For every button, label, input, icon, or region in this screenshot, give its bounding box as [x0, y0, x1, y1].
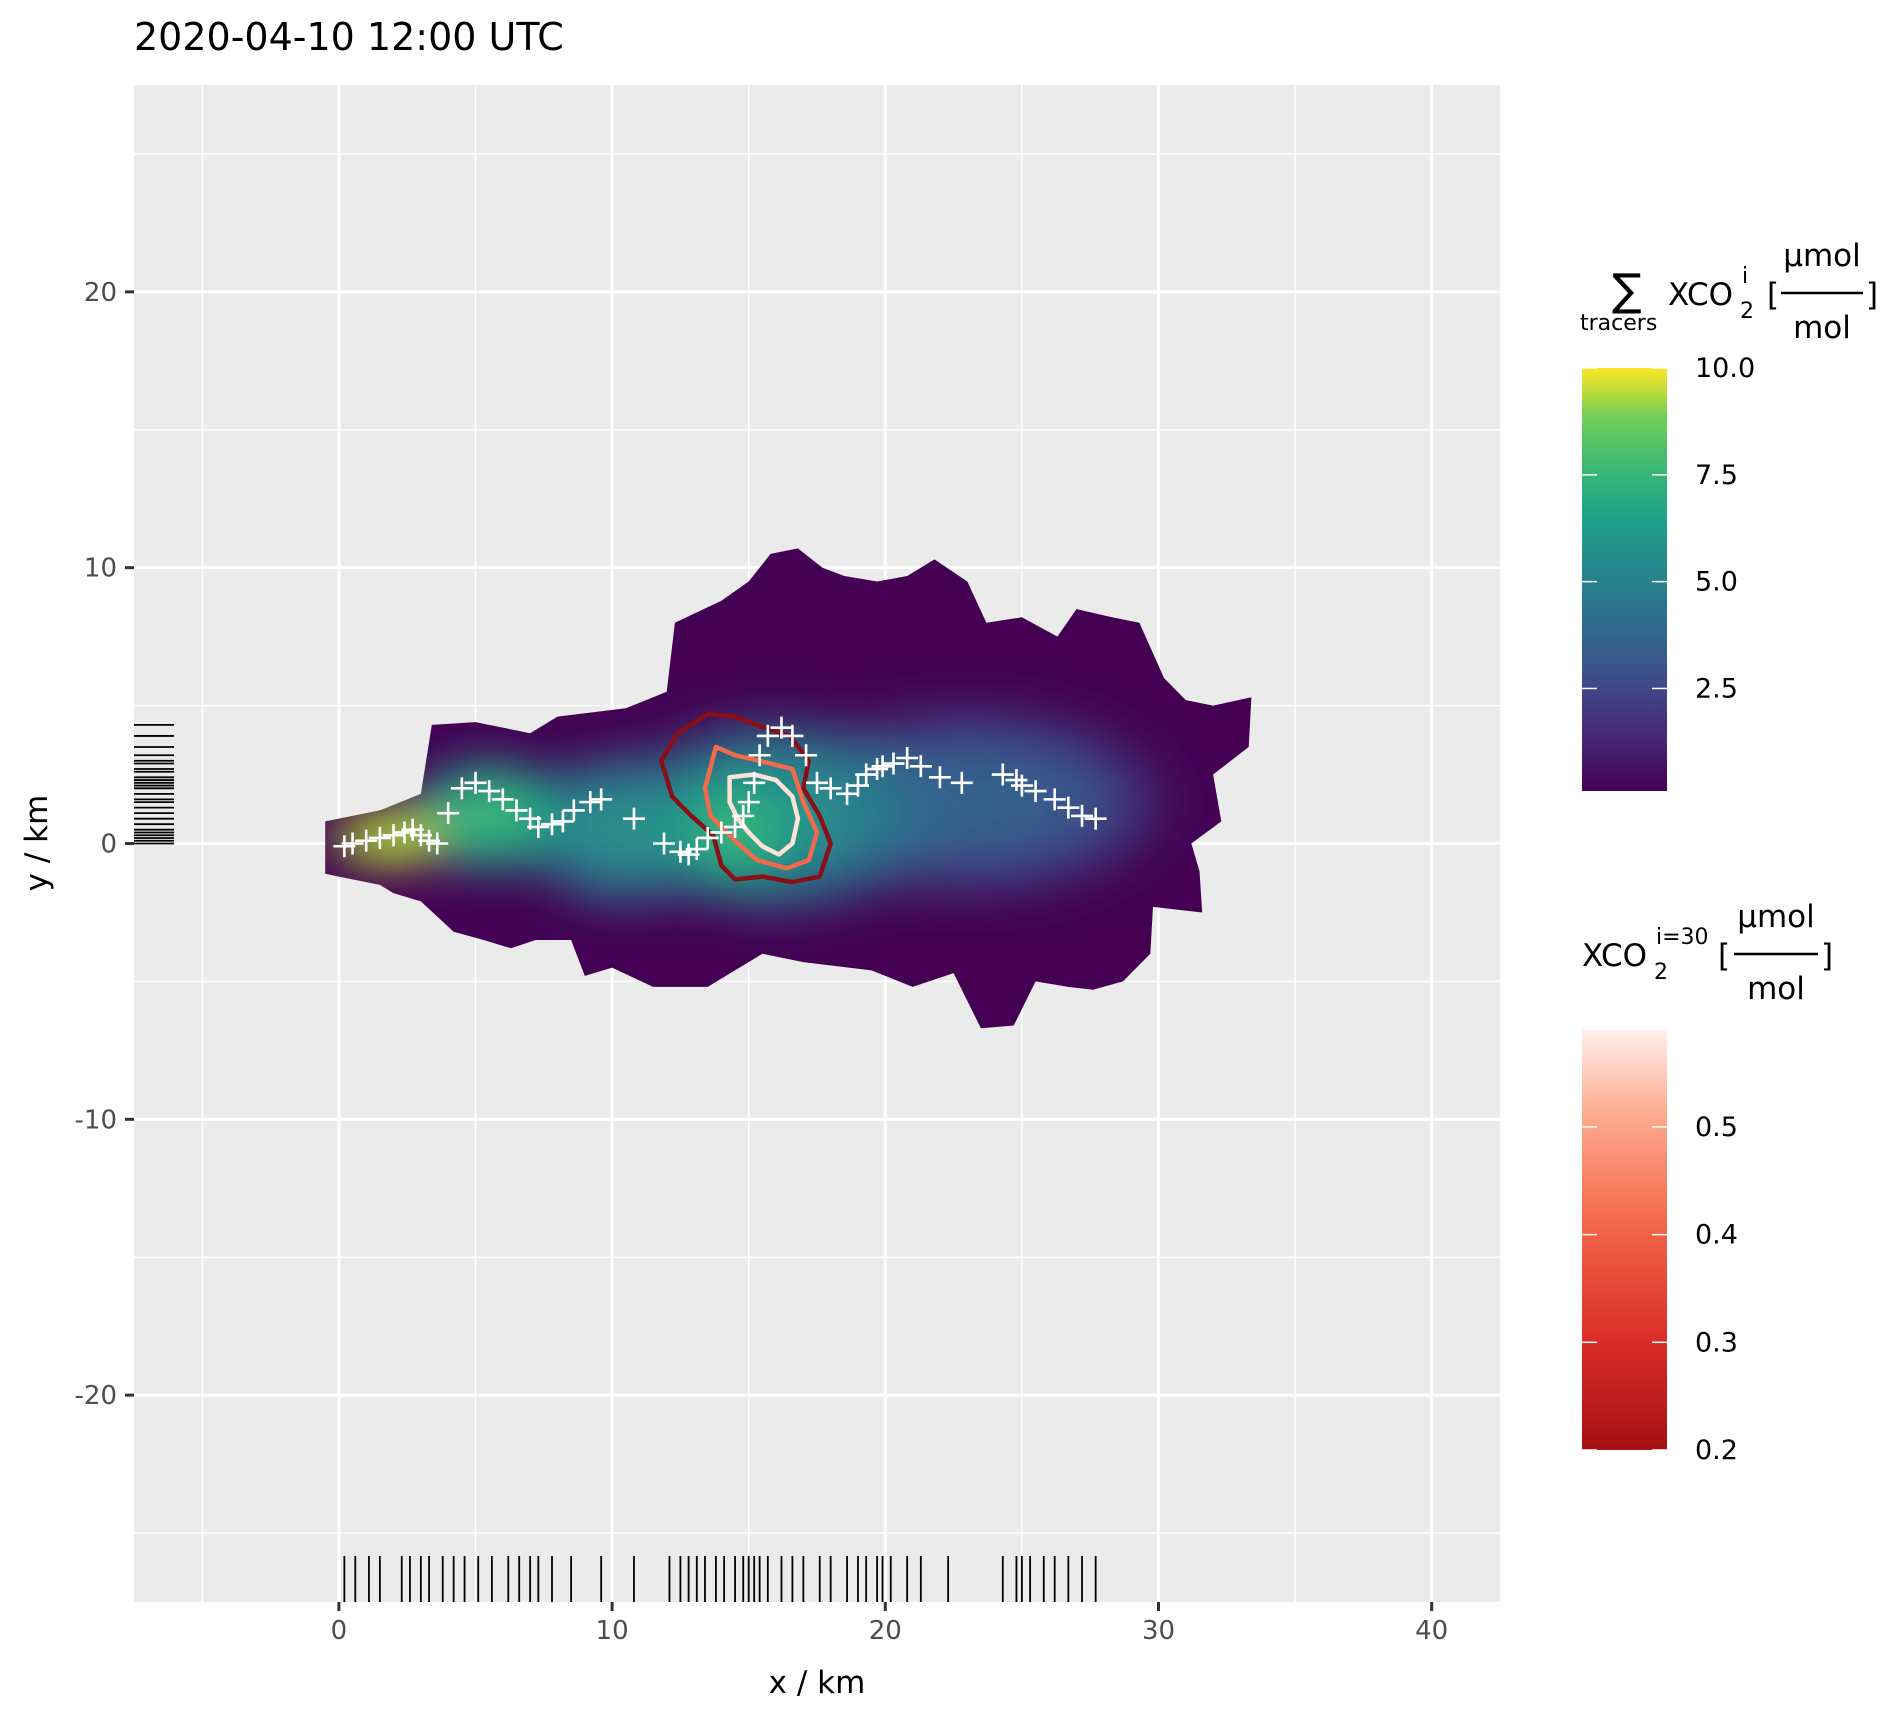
centerline-point — [724, 815, 747, 838]
plume-centerline-points — [333, 716, 1107, 866]
legend-tick-label: 2.5 — [1695, 673, 1738, 704]
centerline-point — [991, 763, 1014, 786]
centerline-point — [527, 815, 550, 838]
legend-color-ticks: 0.2 0.3 0.4 0.5 — [1582, 1112, 1738, 1466]
centerline-point — [464, 771, 487, 794]
centerline-point — [1071, 804, 1093, 827]
centerline-point — [491, 788, 514, 811]
x-tick-label: 20 — [869, 1616, 902, 1646]
centerline-point — [1024, 780, 1047, 803]
legend-color-colorbar — [1582, 1030, 1667, 1450]
rug-x — [343, 1556, 1097, 1602]
centerline-point — [540, 813, 563, 836]
legend-fill-unit-denominator: mol — [1793, 310, 1851, 346]
centerline-point — [1005, 769, 1028, 792]
centerline-point — [1057, 796, 1080, 819]
y-axis: -20 -10 0 10 20 — [75, 278, 134, 1411]
x-tick-label: 30 — [1142, 1616, 1175, 1646]
legend-fill-unit-numerator: µmol — [1783, 238, 1861, 274]
y-tick-label: 10 — [84, 554, 117, 584]
legend-fill: ∑ tracers XCO 2 i [ µmol mol ] 2.5 5.0 7.5… — [1580, 238, 1878, 791]
centerline-point — [426, 832, 449, 855]
centerline-point — [450, 777, 473, 800]
centerline-point — [622, 807, 645, 830]
legend-fill-bracket-close: ] — [1866, 277, 1878, 313]
centerline-point — [368, 826, 391, 849]
legend-color: XCO 2 i=30 [ µmol mol ] 0.2 0.3 0.4 0.5 — [1582, 899, 1833, 1466]
y-axis-title: y / km — [19, 795, 55, 892]
legend-color-unit-numerator: µmol — [1737, 899, 1815, 935]
centerline-point — [355, 829, 378, 852]
centerline-point — [928, 766, 951, 789]
rug-y — [134, 723, 174, 845]
centerline-point — [505, 799, 528, 822]
centerline-point — [1043, 788, 1066, 811]
legend-tick-label: 0.5 — [1695, 1112, 1738, 1143]
legend-tick-label: 0.2 — [1695, 1435, 1738, 1466]
centerline-point — [478, 780, 501, 803]
centerline-point — [685, 838, 708, 861]
centerline-point — [855, 763, 878, 786]
centerline-point — [710, 821, 733, 844]
legend-tick-label: 0.3 — [1695, 1327, 1738, 1358]
centerline-point — [382, 824, 405, 847]
centerline-point — [562, 799, 585, 822]
legend-fill-ticks: 2.5 5.0 7.5 10.0 — [1582, 353, 1755, 704]
centerline-point — [909, 755, 932, 778]
centerline-point — [846, 774, 869, 797]
legend-color-bracket-close: ] — [1821, 938, 1833, 974]
legend-color-title: XCO — [1582, 938, 1647, 974]
centerline-point — [871, 755, 894, 778]
legend-fill-colorbar — [1582, 368, 1667, 791]
centerline-point — [950, 771, 973, 794]
legend-fill-bracket-open: [ — [1767, 277, 1779, 313]
legend-color-title-superscript: i=30 — [1656, 925, 1709, 950]
legend-color-bracket-open: [ — [1718, 938, 1730, 974]
centerline-point — [781, 724, 804, 747]
centerline-point — [653, 832, 676, 855]
y-tick-label: -20 — [75, 1381, 117, 1411]
centerline-point — [1084, 807, 1107, 830]
y-tick-label: 20 — [84, 278, 117, 308]
centerline-point — [737, 791, 760, 814]
legend-fill-title-superscript: i — [1742, 264, 1748, 289]
centerline-point — [590, 788, 613, 811]
centerline-point — [732, 804, 755, 827]
y-tick-label: -10 — [75, 1105, 117, 1135]
x-tick-label: 40 — [1415, 1616, 1448, 1646]
centerline-point — [756, 724, 779, 747]
legend-color-title-subscript: 2 — [1654, 960, 1668, 985]
legend-tick-label: 10.0 — [1695, 353, 1755, 384]
legend-fill-title: XCO — [1668, 277, 1733, 313]
centerline-point — [437, 802, 460, 825]
legend-fill-sum-symbol: ∑ — [1612, 265, 1642, 316]
centerline-point — [748, 744, 771, 767]
centerline-point — [341, 832, 364, 855]
legend-tick-label: 7.5 — [1695, 460, 1738, 491]
contour-line — [659, 711, 833, 885]
centerline-point — [882, 752, 905, 775]
legend-tick-label: 5.0 — [1695, 567, 1738, 598]
centerline-point — [696, 826, 719, 849]
chart-title: 2020-04-10 12:00 UTC — [134, 15, 564, 59]
legend-tick-label: 0.4 — [1695, 1220, 1738, 1251]
x-axis: 0 10 20 30 40 — [331, 1602, 1448, 1646]
x-tick-label: 10 — [596, 1616, 629, 1646]
centerline-point — [795, 744, 818, 767]
y-tick-label: 0 — [100, 830, 117, 860]
legend-color-unit-denominator: mol — [1747, 971, 1805, 1007]
centerline-point — [806, 771, 828, 794]
centerline-point — [819, 777, 842, 800]
centerline-point — [866, 758, 889, 781]
x-tick-label: 0 — [331, 1616, 348, 1646]
centerline-point — [743, 771, 766, 794]
centerline-point — [551, 810, 574, 833]
legend-fill-sum-subscript: tracers — [1580, 311, 1657, 336]
centerline-point — [896, 746, 919, 769]
x-axis-title: x / km — [769, 1665, 866, 1701]
legend-fill-title-subscript: 2 — [1740, 299, 1754, 324]
centerline-point — [579, 791, 602, 814]
centerline-point — [1010, 774, 1033, 797]
